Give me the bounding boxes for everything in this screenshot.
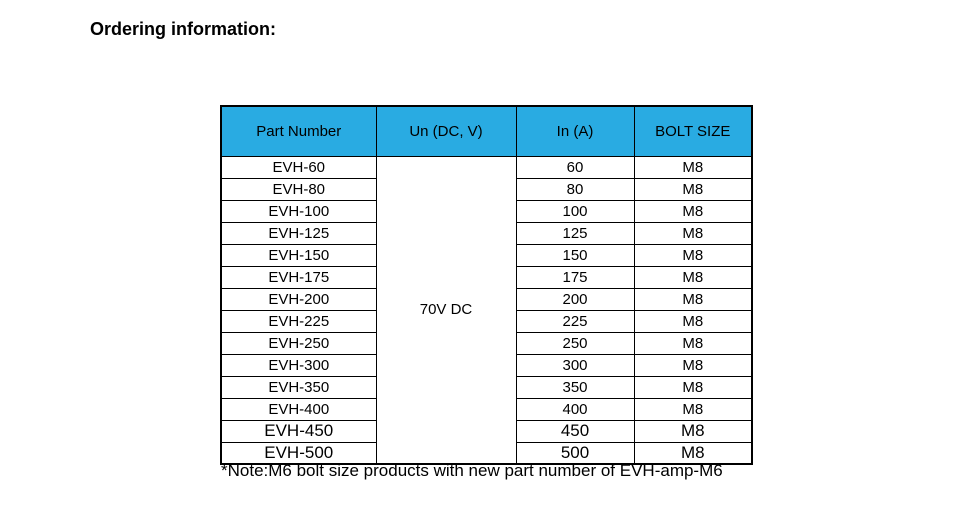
table-row: EVH-450 450 M8 [220, 419, 753, 443]
part-number-cell: EVH-250 [220, 331, 377, 355]
part-number-cell: EVH-450 [220, 419, 377, 443]
bolt-size-cell: M8 [633, 199, 753, 223]
table-row: EVH-300 300 M8 [220, 353, 753, 377]
column-header-part-number: Part Number [220, 105, 377, 157]
part-number-cell: EVH-400 [220, 397, 377, 421]
current-cell: 300 [515, 353, 635, 377]
current-cell: 250 [515, 331, 635, 355]
current-cell: 450 [515, 419, 635, 443]
current-cell: 225 [515, 309, 635, 333]
table-row: EVH-400 400 M8 [220, 397, 753, 421]
page-title: Ordering information: [90, 19, 276, 39]
bolt-size-cell: M8 [633, 331, 753, 355]
bolt-size-cell: M8 [633, 221, 753, 245]
part-number-cell: EVH-350 [220, 375, 377, 399]
table-row: EVH-175 175 M8 [220, 265, 753, 289]
current-cell: 500 [515, 441, 635, 465]
table-row: EVH-100 100 M8 [220, 199, 753, 223]
part-number-cell: EVH-300 [220, 353, 377, 377]
current-cell: 350 [515, 375, 635, 399]
bolt-size-cell: M8 [633, 309, 753, 333]
part-number-cell: EVH-60 [220, 155, 377, 179]
part-number-cell: EVH-175 [220, 265, 377, 289]
current-cell: 150 [515, 243, 635, 267]
bolt-size-cell: M8 [633, 155, 753, 179]
table-header: Part Number Un (DC, V) In (A) BOLT SIZE [220, 105, 753, 157]
part-number-cell: EVH-200 [220, 287, 377, 311]
current-cell: 175 [515, 265, 635, 289]
column-header-current: In (A) [515, 105, 635, 157]
current-cell: 125 [515, 221, 635, 245]
table-row: EVH-150 150 M8 [220, 243, 753, 267]
header-row: Part Number Un (DC, V) In (A) BOLT SIZE [220, 105, 753, 157]
bolt-size-cell: M8 [633, 353, 753, 377]
current-cell: 100 [515, 199, 635, 223]
part-number-cell: EVH-225 [220, 309, 377, 333]
table-body: EVH-60 70V DC 60 M8 EVH-80 80 M8 EVH-100… [220, 155, 753, 465]
part-number-cell: EVH-500 [220, 441, 377, 465]
current-cell: 80 [515, 177, 635, 201]
footnote: *Note:M6 bolt size products with new par… [221, 461, 723, 480]
part-number-cell: EVH-100 [220, 199, 377, 223]
voltage-merged-cell: 70V DC [375, 155, 517, 465]
table-row: EVH-80 80 M8 [220, 177, 753, 201]
bolt-size-cell: M8 [633, 265, 753, 289]
bolt-size-cell: M8 [633, 419, 753, 443]
part-number-cell: EVH-150 [220, 243, 377, 267]
bolt-size-cell: M8 [633, 243, 753, 267]
table-row: EVH-250 250 M8 [220, 331, 753, 355]
ordering-information-table: Part Number Un (DC, V) In (A) BOLT SIZE … [220, 105, 753, 465]
column-header-bolt-size: BOLT SIZE [633, 105, 753, 157]
table-row: EVH-60 70V DC 60 M8 [220, 155, 753, 465]
table-row: EVH-500 500 M8 [220, 441, 753, 465]
current-cell: 400 [515, 397, 635, 421]
current-cell: 60 [515, 155, 635, 179]
bolt-size-cell: M8 [633, 287, 753, 311]
bolt-size-cell: M8 [633, 375, 753, 399]
part-number-cell: EVH-80 [220, 177, 377, 201]
table-row: EVH-200 200 M8 [220, 287, 753, 311]
part-number-cell: EVH-125 [220, 221, 377, 245]
table-row: EVH-225 225 M8 [220, 309, 753, 333]
column-header-voltage: Un (DC, V) [375, 105, 517, 157]
current-cell: 200 [515, 287, 635, 311]
bolt-size-cell: M8 [633, 177, 753, 201]
bolt-size-cell: M8 [633, 441, 753, 465]
table-row: EVH-350 350 M8 [220, 375, 753, 399]
bolt-size-cell: M8 [633, 397, 753, 421]
